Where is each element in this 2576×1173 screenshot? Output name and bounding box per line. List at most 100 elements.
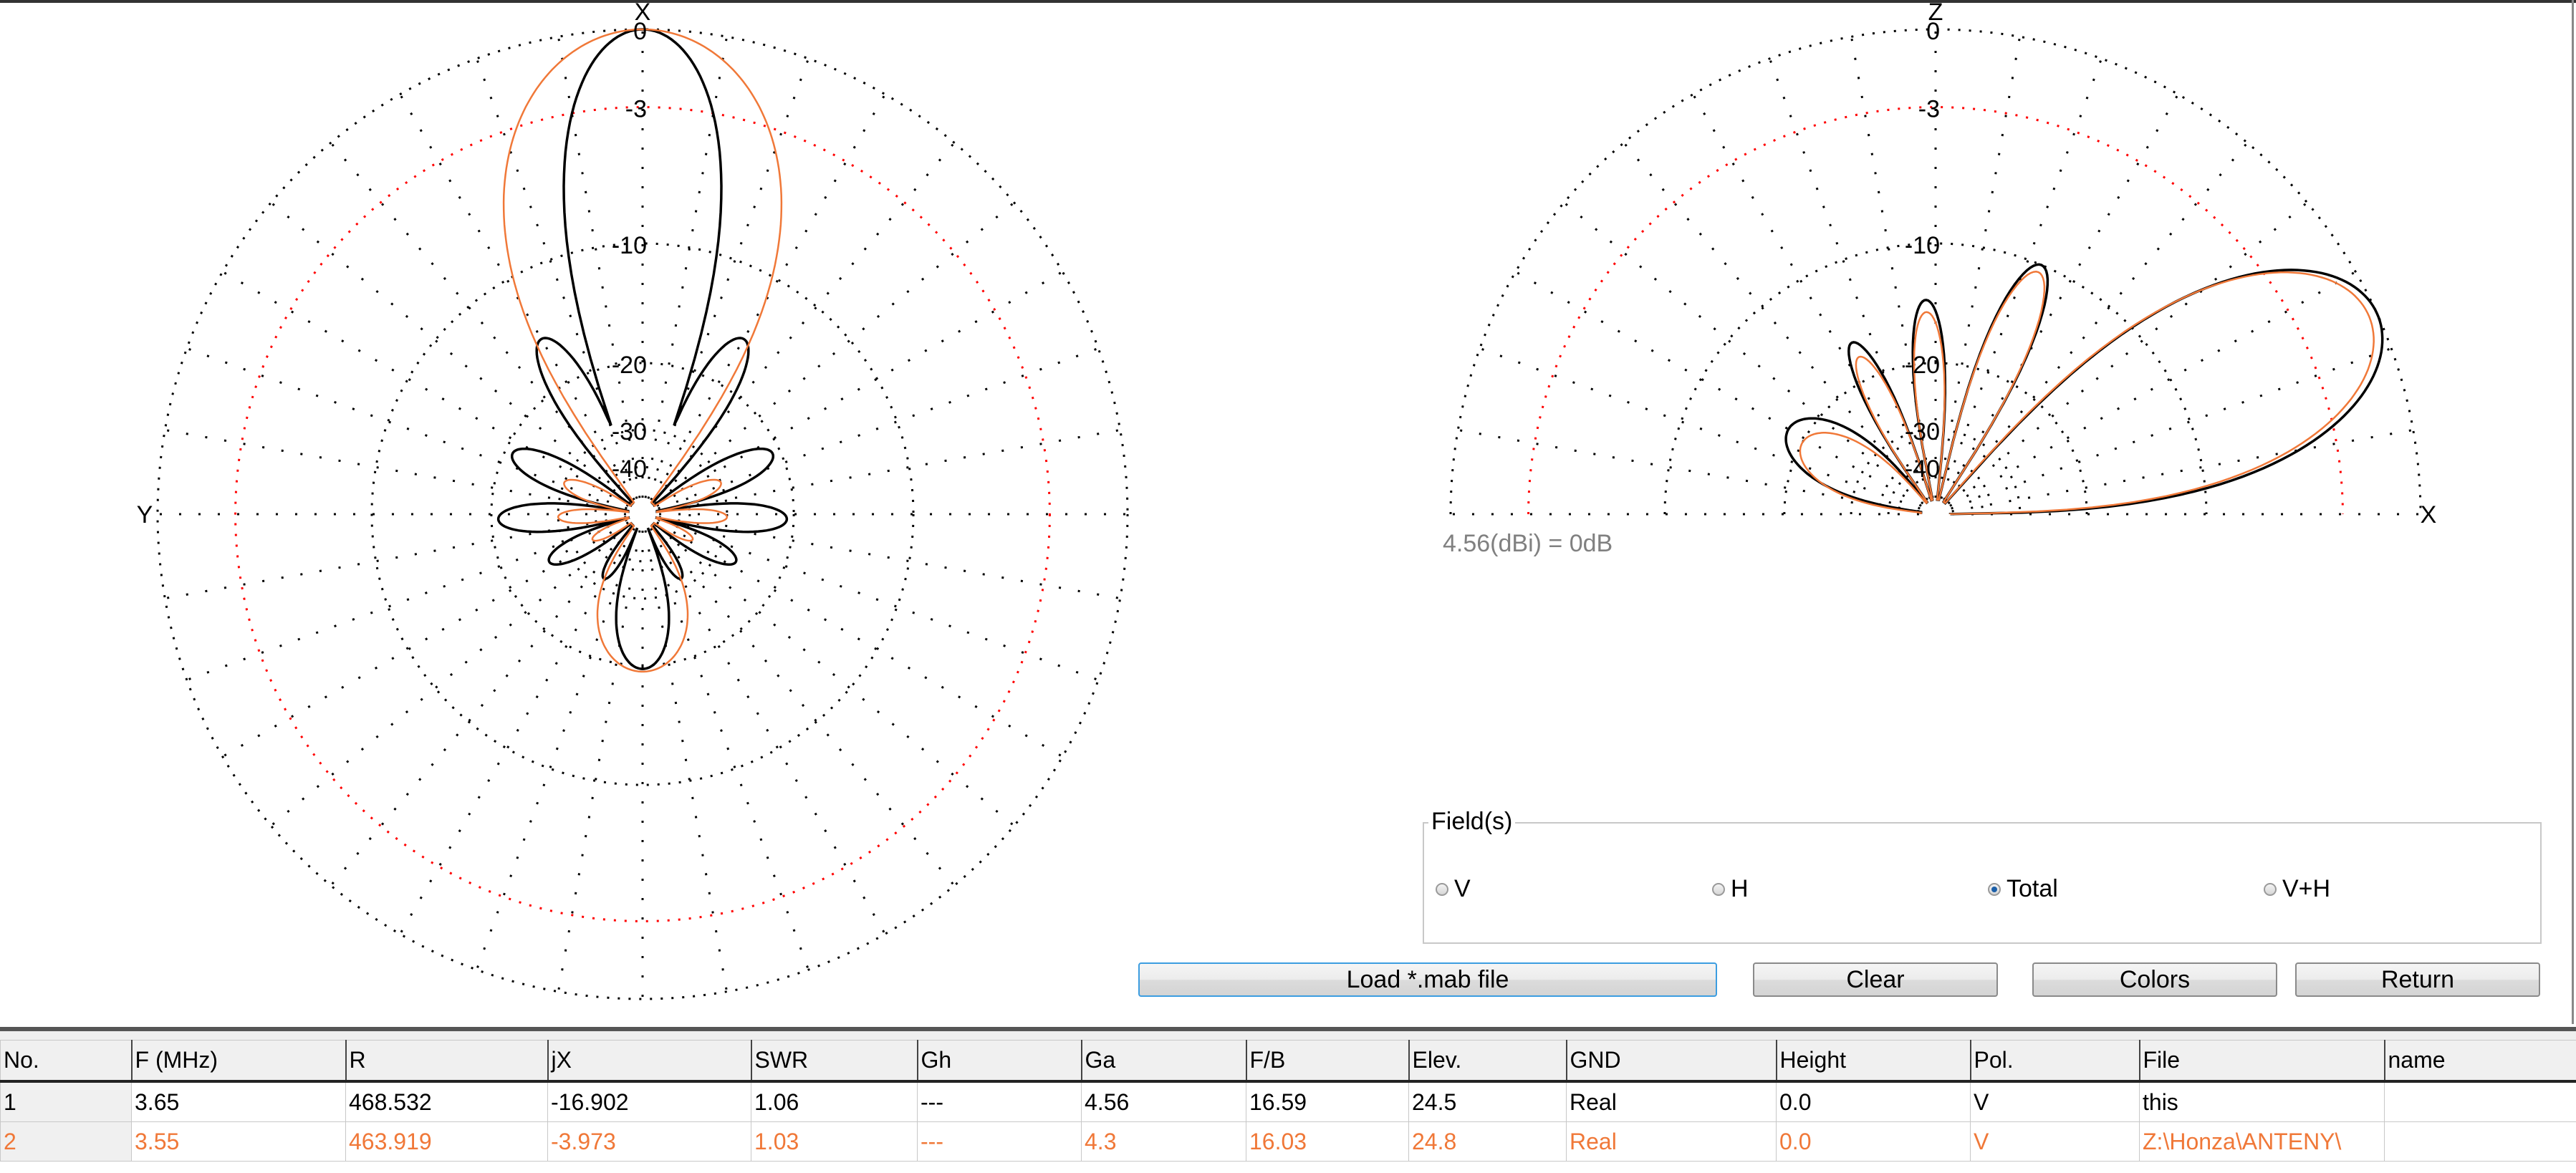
table-cell-gh: --- bbox=[917, 1081, 1082, 1122]
left-plot-spoke bbox=[656, 521, 1064, 758]
window-right-border bbox=[2572, 0, 2574, 1024]
table-cell-gh: --- bbox=[917, 1121, 1082, 1162]
column-header[interactable]: Ga bbox=[1081, 1040, 1247, 1083]
table-cell-pol: V bbox=[1970, 1121, 2140, 1162]
left-plot-spoke bbox=[652, 526, 956, 887]
right-plot-spoke bbox=[1937, 37, 2022, 498]
radio-indicator[interactable] bbox=[1436, 882, 1448, 896]
left-plot-spoke bbox=[644, 530, 729, 992]
left-plot-ring-label: -3 bbox=[625, 96, 647, 123]
left-plot-ring-label: -10 bbox=[612, 232, 647, 259]
radio-h[interactable]: H bbox=[1712, 875, 1749, 903]
radio-v-plus-h[interactable]: V+H bbox=[2264, 875, 2330, 903]
column-header[interactable]: F (MHz) bbox=[131, 1040, 347, 1083]
right-plot-grid bbox=[1449, 28, 2422, 516]
left-plot-spoke bbox=[654, 523, 1015, 827]
column-header[interactable]: File bbox=[2139, 1040, 2385, 1083]
right-plot-spoke bbox=[1949, 271, 2357, 507]
column-header[interactable]: Height bbox=[1776, 1040, 1971, 1083]
right-plot-spoke bbox=[1769, 58, 1931, 499]
right-plot-ring bbox=[1783, 362, 2088, 515]
left-plot-spoke bbox=[270, 201, 631, 505]
table-cell-gnd: Real bbox=[1566, 1081, 1777, 1122]
table-cell-f-mhz: 3.55 bbox=[131, 1121, 346, 1162]
column-header[interactable]: GND bbox=[1566, 1040, 1777, 1083]
left-plot-spoke bbox=[399, 528, 635, 935]
right-plot-ring bbox=[1527, 106, 2344, 515]
left-plot-ring-label: -20 bbox=[612, 352, 647, 379]
left-plot-spoke bbox=[270, 523, 631, 827]
radio-indicator[interactable] bbox=[1988, 882, 2001, 896]
left-plot-grid bbox=[156, 28, 1129, 1000]
column-header[interactable]: jX bbox=[547, 1040, 752, 1083]
load-mab-file-button[interactable]: Load *.mab file bbox=[1138, 962, 1717, 997]
radio-label: H bbox=[1731, 875, 1749, 902]
right-plot-spoke bbox=[1945, 142, 2249, 503]
clear-button[interactable]: Clear bbox=[1753, 962, 1998, 997]
left-plot-spoke bbox=[647, 529, 809, 970]
table-cell-name bbox=[2384, 1121, 2576, 1162]
colors-button[interactable]: Colors bbox=[2032, 962, 2277, 997]
column-header[interactable]: Elev. bbox=[1408, 1040, 1567, 1083]
radio-label: V bbox=[1454, 875, 1471, 902]
table-cell-file: this bbox=[2139, 1081, 2385, 1122]
left-plot-ring-label: 0 bbox=[633, 18, 647, 45]
right-plot-spoke bbox=[1951, 347, 2392, 510]
column-header[interactable]: name bbox=[2384, 1040, 2576, 1083]
radio-indicator[interactable] bbox=[1712, 882, 1725, 896]
left-plot-spoke bbox=[221, 271, 629, 507]
right-plot-spoke bbox=[1479, 347, 1921, 510]
left-plot-spoke bbox=[644, 37, 729, 498]
left-plot-spoke bbox=[330, 526, 633, 887]
radio-v[interactable]: V bbox=[1436, 875, 1471, 903]
table-cell-no: 2 bbox=[0, 1121, 132, 1162]
table-top-border bbox=[0, 1027, 2576, 1031]
window-top-border bbox=[0, 0, 2576, 3]
left-plot-ring bbox=[234, 106, 1051, 922]
table-cell-elev: 24.5 bbox=[1408, 1081, 1567, 1122]
table-cell-r: 463.919 bbox=[345, 1121, 548, 1162]
left-plot-ring bbox=[156, 28, 1129, 1000]
radio-indicator[interactable] bbox=[2264, 882, 2277, 896]
table-cell-height: 0.0 bbox=[1776, 1121, 1971, 1162]
left-plot-ring bbox=[594, 465, 691, 563]
right-plot-spoke bbox=[1514, 271, 1922, 507]
column-header[interactable]: Pol. bbox=[1970, 1040, 2140, 1083]
table-cell-r: 468.532 bbox=[345, 1081, 548, 1122]
table-cell-jx: -3.973 bbox=[547, 1121, 751, 1162]
radio-total[interactable]: Total bbox=[1988, 875, 2058, 903]
left-plot-traces bbox=[496, 28, 789, 673]
table-cell-elev: 24.8 bbox=[1408, 1121, 1567, 1162]
left-plot-spoke bbox=[647, 58, 809, 499]
table-cell-f-b: 16.03 bbox=[1246, 1121, 1409, 1162]
table-row[interactable]: 2 3.55 463.919 -3.973 1.03 --- 4.3 16.03 24.8 Rea… bbox=[0, 1121, 2576, 1162]
left-plot-ring bbox=[490, 362, 795, 667]
left-plot-spoke bbox=[658, 428, 1120, 513]
column-header[interactable]: R bbox=[345, 1040, 549, 1083]
table-cell-no: 1 bbox=[0, 1081, 132, 1122]
table-cell-ga: 4.56 bbox=[1081, 1081, 1246, 1122]
right-plot-ring-label: -20 bbox=[1905, 352, 1940, 379]
left-plot-spoke bbox=[186, 347, 628, 510]
left-plot-trace-2 bbox=[502, 28, 783, 673]
column-header[interactable]: Gh bbox=[917, 1040, 1082, 1083]
right-plot-spoke bbox=[1947, 201, 2308, 505]
left-plot-spoke bbox=[165, 428, 627, 513]
return-button[interactable]: Return bbox=[2295, 962, 2540, 997]
left-plot-ring bbox=[557, 428, 729, 600]
radiation-pattern-plots: X Y 0-3-10-20-30-40 Z X 0-3-10-20-30-40 … bbox=[137, 0, 2436, 1000]
table-cell-file: Z:\Honza\ANTENY\ bbox=[2139, 1121, 2385, 1162]
right-plot-trace-2 bbox=[1799, 271, 2375, 516]
right-plot-spoke bbox=[1943, 93, 2179, 501]
column-header[interactable]: SWR bbox=[751, 1040, 918, 1083]
table-row[interactable]: 1 3.65 468.532 -16.902 1.06 --- 4.56 16.59 24.5 R… bbox=[0, 1081, 2576, 1122]
column-header[interactable]: F/B bbox=[1246, 1040, 1410, 1083]
table-cell-swr: 1.06 bbox=[751, 1081, 918, 1122]
fields-group bbox=[1423, 822, 2542, 944]
left-plot-spoke bbox=[658, 518, 1099, 681]
right-plot-spoke bbox=[1458, 428, 1920, 513]
column-header[interactable]: No. bbox=[0, 1040, 133, 1083]
left-plot-spoke bbox=[650, 93, 886, 501]
